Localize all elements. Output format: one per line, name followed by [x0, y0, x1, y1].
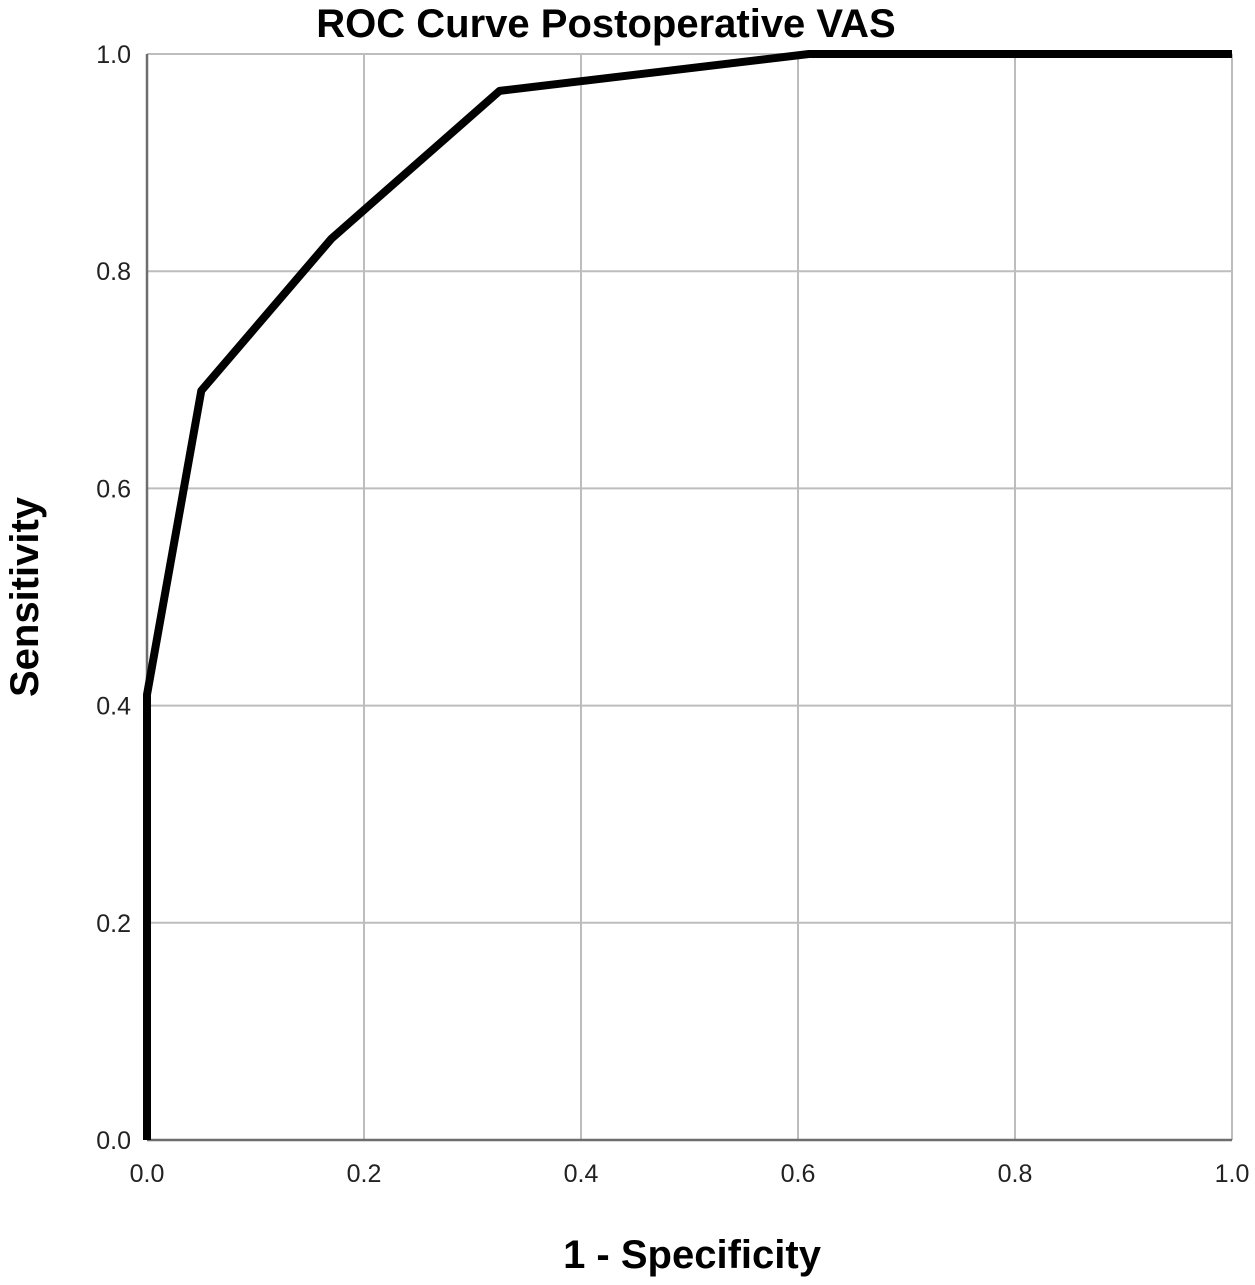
y-tick-label: 0.4 [96, 693, 131, 721]
x-tick-label: 0.2 [347, 1160, 382, 1188]
x-tick-label: 0.6 [781, 1160, 816, 1188]
x-axis-label: 1 - Specificity [563, 1233, 822, 1277]
chart-title: ROC Curve Postoperative VAS [316, 2, 895, 46]
axes [145, 54, 1232, 1142]
y-tick-label: 0.2 [96, 910, 131, 938]
x-tick-label: 0.0 [130, 1160, 165, 1188]
x-tick-label: 0.8 [998, 1160, 1033, 1188]
x-tick-label: 0.4 [564, 1160, 599, 1188]
y-axis-label: Sensitivity [3, 496, 47, 697]
y-tick-label: 1.0 [96, 41, 131, 69]
roc-curve-line [143, 50, 1232, 1140]
y-tick-label: 0.8 [96, 258, 131, 286]
tick-labels: 0.0 0.2 0.4 0.6 0.8 1.0 0.0 0.2 0.4 0.6 0.8 1.0 [96, 41, 1249, 1188]
y-tick-label: 0.6 [96, 475, 131, 503]
y-tick-label: 0.0 [96, 1127, 131, 1155]
series-layer [143, 50, 1232, 1140]
grid-lines [147, 53, 1233, 1140]
x-tick-label: 1.0 [1215, 1160, 1250, 1188]
